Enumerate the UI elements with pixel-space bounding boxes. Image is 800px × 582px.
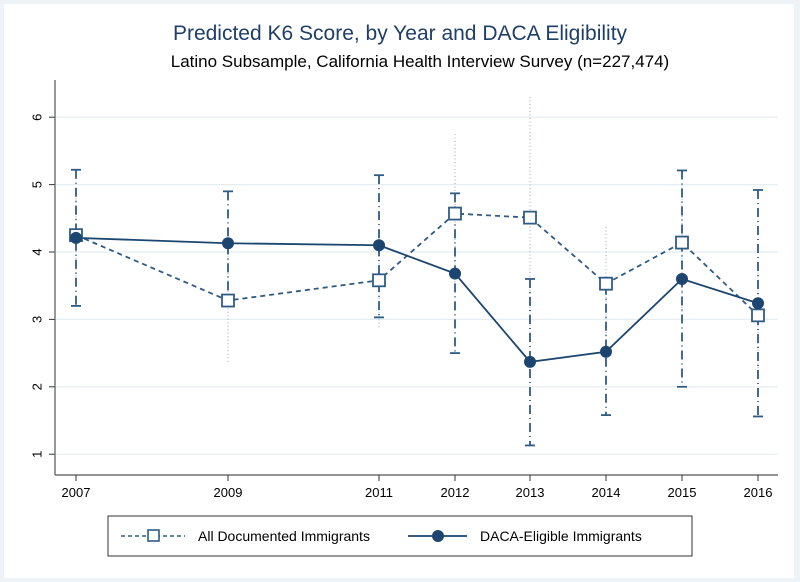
- x-tick-label: 2012: [441, 485, 470, 500]
- x-tick-label: 2015: [668, 485, 697, 500]
- legend-marker-hollow-square: [147, 529, 160, 542]
- chart-subtitle: Latino Subsample, California Health Inte…: [170, 52, 670, 71]
- x-tick-label: 2009: [214, 485, 243, 500]
- marker-all-documented: [372, 273, 386, 288]
- chart-frame: [4, 4, 794, 578]
- y-tick-label: 6: [29, 114, 44, 121]
- marker-all-documented: [448, 206, 462, 221]
- legend-label-daca: DACA-Eligible Immigrants: [480, 528, 642, 544]
- y-tick-label: 5: [29, 181, 44, 188]
- series-lines: [75, 212, 759, 363]
- marker-daca: [373, 239, 385, 252]
- marker-daca: [600, 345, 612, 358]
- y-tick-label: 1: [29, 451, 44, 458]
- marker-all-documented: [523, 210, 537, 225]
- y-tick-label: 2: [29, 383, 44, 390]
- series-line-daca: [75, 236, 759, 363]
- y-tick-label: 4: [29, 248, 44, 255]
- marker-all-documented: [675, 235, 689, 250]
- marker-all-documented: [599, 276, 613, 291]
- confidence-intervals: [71, 96, 763, 447]
- y-tick-label: 3: [29, 316, 44, 323]
- marker-daca: [676, 272, 688, 285]
- marker-daca: [449, 267, 461, 280]
- series-markers: [69, 206, 765, 368]
- x-tick-label: 2014: [592, 485, 621, 500]
- marker-daca: [222, 237, 234, 250]
- marker-daca: [70, 231, 82, 244]
- x-tick-label: 2007: [62, 485, 91, 500]
- legend: All Documented Immigrants DACA-Eligible …: [107, 515, 693, 557]
- chart-title: Predicted K6 Score, by Year and DACA Eli…: [172, 22, 628, 45]
- gridlines: [56, 116, 778, 455]
- legend-marker-filled-circle: [432, 530, 444, 542]
- legend-label-all-documented: All Documented Immigrants: [198, 528, 370, 544]
- x-tick-label: 2011: [365, 485, 393, 500]
- marker-all-documented: [221, 293, 235, 308]
- marker-all-documented: [751, 308, 765, 323]
- marker-daca: [524, 355, 536, 368]
- x-tick-label: 2013: [516, 485, 545, 500]
- x-tick-label: 2016: [744, 485, 773, 500]
- series-line-all-documented: [75, 212, 759, 317]
- axes: 1 2 3 4 5 6 2007 2009 2011 2012 2013 2014 2015 2016: [29, 80, 778, 500]
- marker-daca: [752, 297, 764, 310]
- legend-box: [107, 515, 693, 557]
